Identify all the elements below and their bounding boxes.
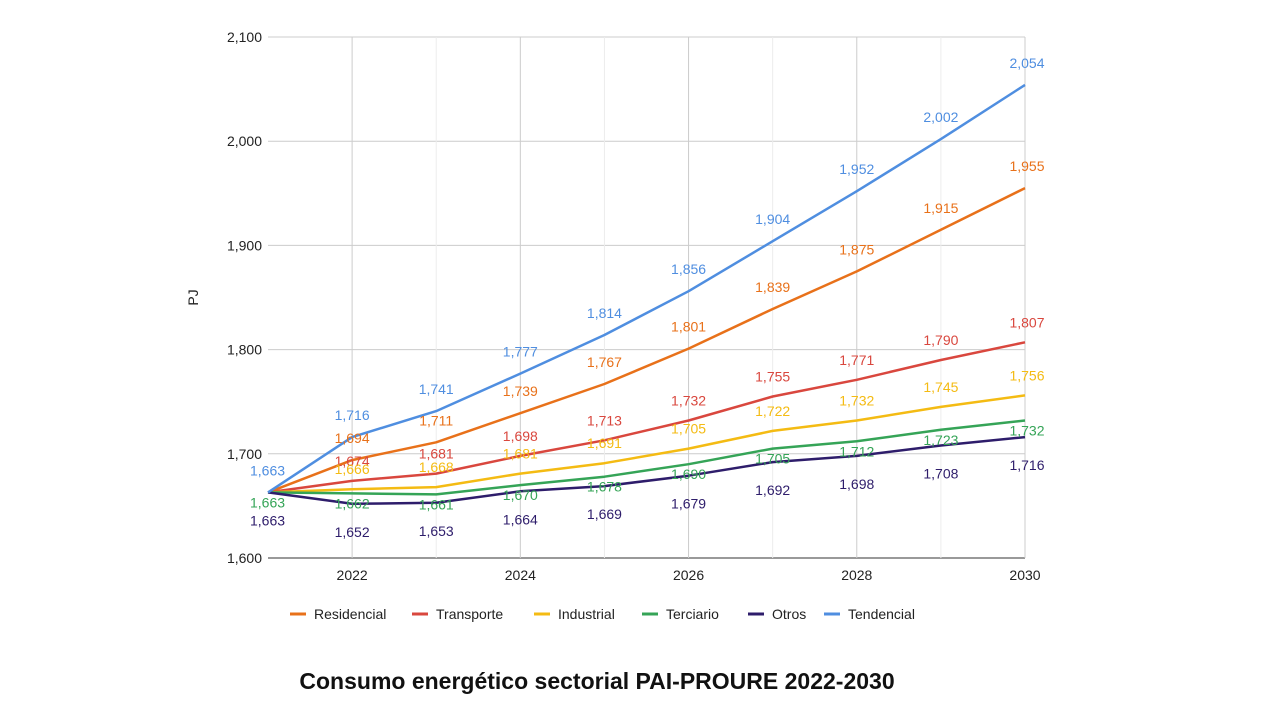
y-axis-title: PJ [185,289,201,305]
data-label: 1,698 [839,476,874,492]
data-label: 1,755 [755,368,790,384]
data-label: 1,663 [250,494,285,510]
data-label: 2,054 [1009,55,1044,71]
data-label: 1,739 [503,383,538,399]
data-label: 1,722 [755,403,790,419]
data-label: 1,711 [419,412,453,428]
data-label: 1,771 [839,352,874,368]
data-label: 1,690 [671,466,706,482]
data-label: 1,756 [1009,367,1044,383]
x-tick-label: 2030 [1009,567,1040,583]
y-tick-label: 1,700 [227,446,262,462]
legend-label: Industrial [558,606,615,622]
series-line-transporte [267,341,1026,494]
data-label: 1,745 [923,379,958,395]
data-label: 1,955 [1009,158,1044,174]
data-label: 1,663 [250,462,285,478]
data-label: 1,732 [839,392,874,408]
data-label: 1,777 [503,344,538,360]
data-label: 1,952 [839,161,874,177]
data-label: 1,670 [503,487,538,503]
data-label: 1,839 [755,279,790,295]
data-label: 1,705 [755,451,790,467]
data-label: 1,732 [671,392,706,408]
data-label: 1,652 [335,524,370,540]
data-label: 1,790 [923,332,958,348]
y-tick-label: 1,600 [227,550,262,566]
data-label: 1,801 [671,319,706,335]
legend-label: Tendencial [848,606,915,622]
legend: Residencial Transporte Industrial Terciario… [290,606,915,622]
data-label: 1,661 [419,496,454,512]
data-label: 1,723 [923,432,958,448]
data-label: 2,002 [923,109,958,125]
y-tick-label: 1,800 [227,342,262,358]
series-line-industrial [267,394,1026,494]
data-label: 1,915 [923,200,958,216]
data-label: 1,669 [587,506,622,522]
data-label: 1,698 [503,428,538,444]
data-label: 1,814 [587,305,622,321]
data-label: 1,668 [419,459,454,475]
y-tick-label: 2,100 [227,29,262,45]
data-label: 1,694 [335,430,370,446]
data-label: 1,678 [587,479,622,495]
x-tick-label: 2022 [337,567,368,583]
series-line-tendencial [267,83,1026,494]
data-label: 1,767 [587,354,622,370]
data-label: 1,663 [250,512,285,528]
data-label: 1,716 [1009,457,1044,473]
axes: 1,600 1,700 1,800 1,900 2,000 2,100 2022 2024 20… [185,29,1041,583]
data-label: 1,664 [503,511,538,527]
x-tick-label: 2026 [673,567,704,583]
data-label: 1,716 [335,407,370,423]
data-label: 1,807 [1009,314,1044,330]
data-label: 1,691 [587,435,622,451]
data-label: 1,662 [335,495,370,511]
legend-label: Terciario [666,606,719,622]
data-label: 1,741 [419,381,454,397]
data-label: 1,666 [335,461,370,477]
legend-label: Otros [772,606,806,622]
data-label: 1,713 [587,412,622,428]
y-tick-label: 1,900 [227,237,262,253]
data-label: 1,674 [335,453,370,469]
series-line-otros [267,435,1026,506]
data-label: 1,692 [755,482,790,498]
data-label: 1,904 [755,211,790,227]
legend-label: Residencial [314,606,386,622]
data-label: 1,653 [419,523,454,539]
data-labels: 1,694 1,711 1,739 1,767 1,801 1,839 1,875 1,915… [250,55,1045,540]
data-label: 1,875 [839,241,874,257]
data-label: 1,679 [671,496,706,512]
grid-lines [268,36,1026,559]
x-tick-label: 2028 [841,567,872,583]
data-label: 1,705 [671,421,706,437]
data-label: 1,681 [419,446,454,462]
legend-label: Transporte [436,606,503,622]
data-label: 1,856 [671,261,706,277]
chart-caption: Consumo energético sectorial PAI-PROURE … [299,668,895,694]
data-label: 1,681 [503,446,538,462]
series-lines [267,83,1026,506]
y-tick-label: 2,000 [227,133,262,149]
x-tick-label: 2024 [505,567,536,583]
data-label: 1,712 [839,443,874,459]
line-chart: 1,600 1,700 1,800 1,900 2,000 2,100 2022 2024 20… [185,29,1045,622]
series-line-terciario [267,419,1026,496]
data-label: 1,708 [923,465,958,481]
series-line-residencial [267,186,1026,494]
data-label: 1,732 [1009,422,1044,438]
